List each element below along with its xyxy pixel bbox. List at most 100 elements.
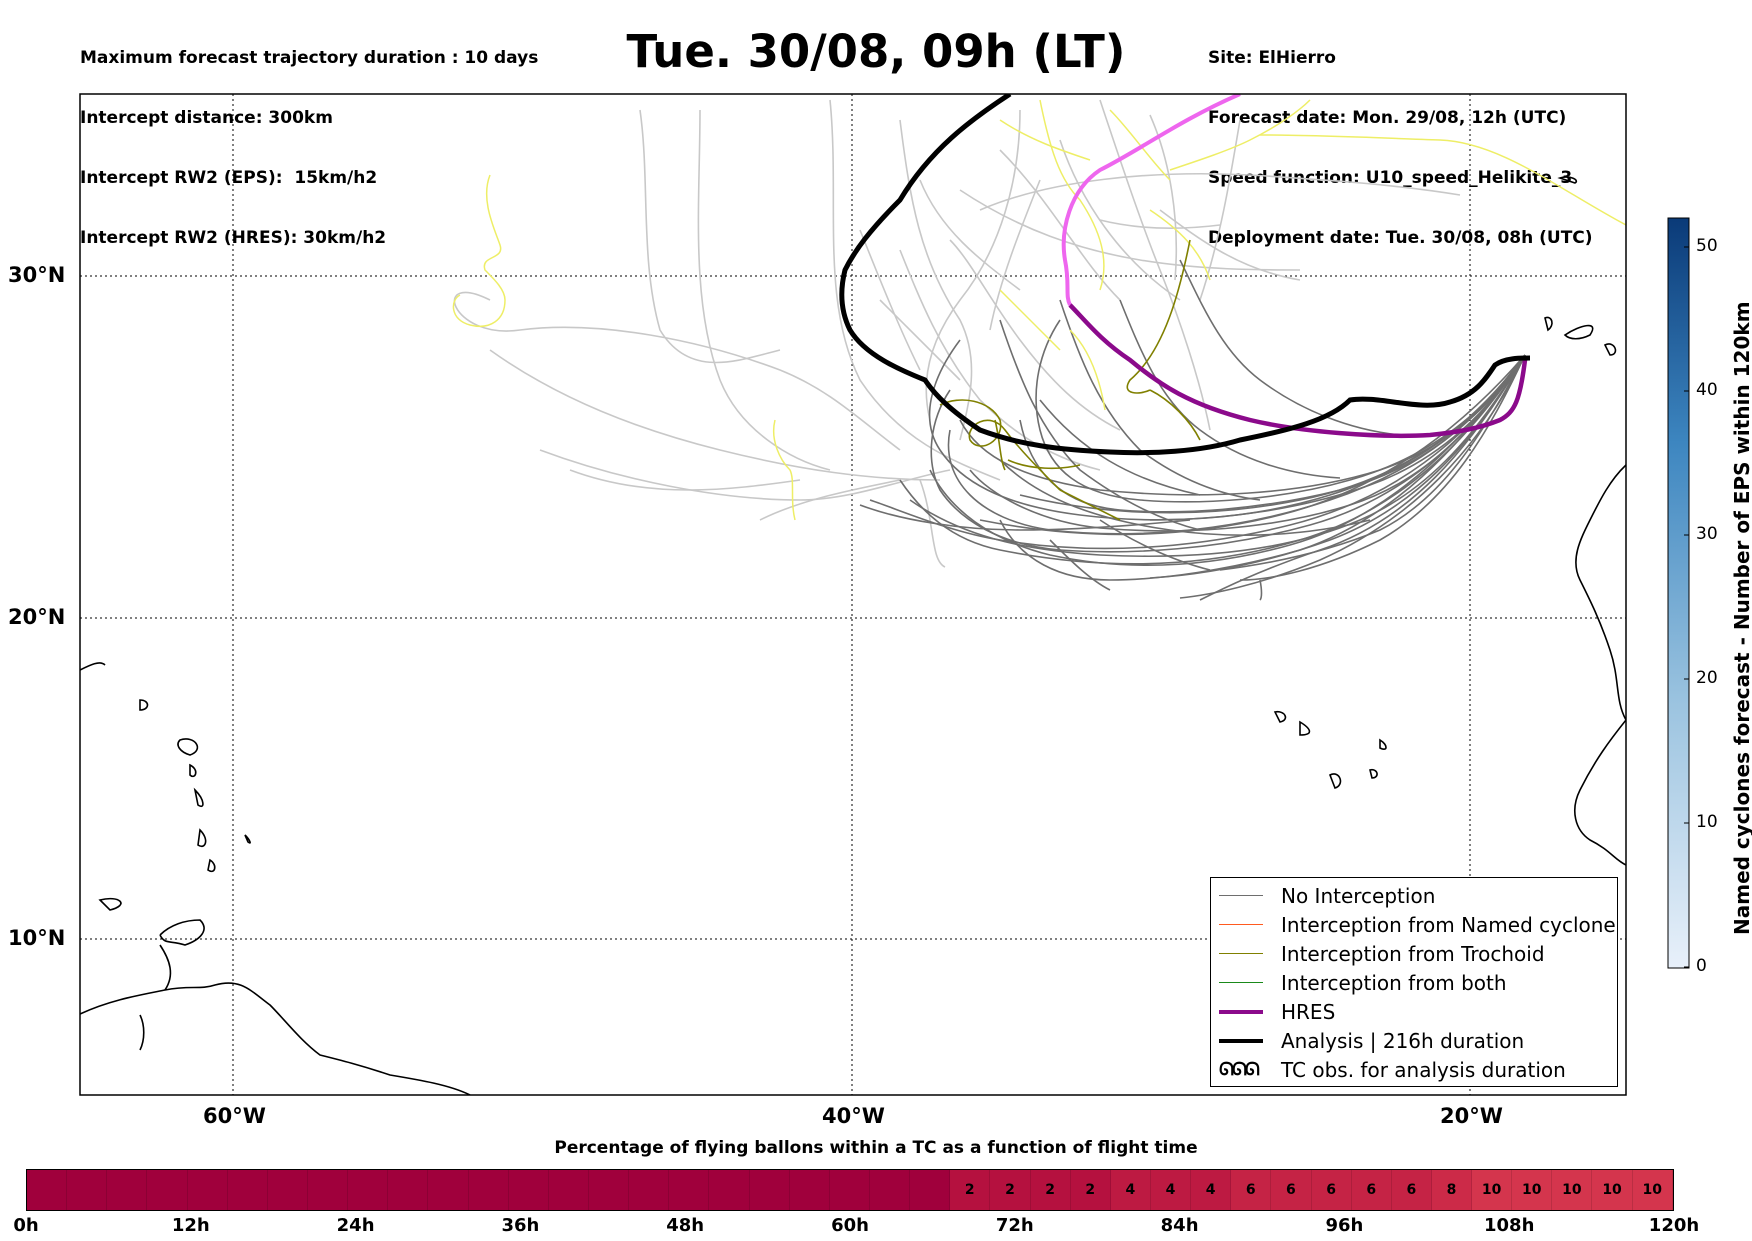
legend-item-no-interception: No Interception [1219,881,1435,910]
ensemble-trajectories-light [453,99,1461,568]
colorbar-tick-label: 10 [1696,812,1718,832]
percentage-cell: 2 [1070,1170,1111,1210]
percentage-cell [227,1170,268,1210]
cyclone-symbol-icon: ᘏᘏᘏ [1219,1059,1260,1080]
percentage-cell: 6 [1391,1170,1432,1210]
info-line: Speed function: U10_speed_Helikite_3 [1208,168,1573,188]
legend-swatch [1219,1038,1263,1043]
percentage-cell: 4 [1150,1170,1192,1210]
percentage-cell: 10 [1632,1170,1673,1210]
percentage-cell [27,1170,68,1210]
percentage-cell: 8 [1431,1170,1473,1210]
percentage-cell: 10 [1592,1170,1633,1210]
lat-label: 30°N [8,263,66,287]
percentage-bar: 2 2 2 2 4 4 4 6 6 6 6 6 8 10 10 10 10 10 [26,1169,1674,1211]
percentage-cell: 10 [1472,1170,1513,1210]
lat-label: 10°N [8,926,66,950]
percentage-cell: 6 [1351,1170,1392,1210]
legend-item-tc-obs: ᘏᘏᘏ TC obs. for analysis duration [1219,1055,1566,1084]
legend-swatch [1219,1009,1263,1014]
time-tick-label: 48h [666,1215,705,1236]
percentage-cell: 2 [990,1170,1031,1210]
percentage-cell [829,1170,870,1210]
legend-label: Interception from Trochoid [1281,941,1545,966]
ensemble-trajectories-no-interception [859,259,1526,601]
percentage-cell [508,1170,549,1210]
lon-label: 40°W [822,1104,885,1128]
trochoid-trajectories [939,239,1201,521]
yellow-trajectories [452,99,1626,521]
info-line: Deployment date: Tue. 30/08, 08h (UTC) [1208,228,1593,248]
legend-swatch [1219,982,1263,983]
time-tick-label: 36h [501,1215,540,1236]
percentage-cell [669,1170,710,1210]
map-frame [79,93,1627,1096]
legend-label: Interception from both [1281,970,1507,995]
percentage-cell [348,1170,389,1210]
percentage-cell [629,1170,670,1210]
legend-item-analysis: Analysis | 216h duration [1219,1026,1524,1055]
page-title: Tue. 30/08, 09h (LT) [626,25,1126,78]
hres-early-track [1061,94,1241,306]
map-legend: No Interception Interception from Named … [1210,877,1618,1087]
percentage-cell: 2 [1030,1170,1071,1210]
percentage-cell: 4 [1110,1170,1151,1210]
param-line: Intercept RW2 (EPS): 15km/h2 [80,168,378,188]
cyclone-colorbar [1667,217,1690,969]
percentage-cell [107,1170,148,1210]
legend-swatch [1219,953,1263,954]
legend-label: Interception from Named cyclone [1281,912,1616,937]
colorbar-tick-label: 30 [1696,524,1718,544]
percentage-cell [468,1170,509,1210]
legend-item-trochoid: Interception from Trochoid [1219,939,1545,968]
time-tick-label: 12h [171,1215,210,1236]
percentage-cell [388,1170,429,1210]
percentage-cell: 10 [1552,1170,1593,1210]
percentage-cell [307,1170,349,1210]
percentage-cell: 6 [1271,1170,1312,1210]
percentage-bar-title: Percentage of flying ballons within a TC… [554,1138,1198,1158]
percentage-cell: 6 [1311,1170,1352,1210]
param-line: Maximum forecast trajectory duration : 1… [80,48,539,68]
legend-label: TC obs. for analysis duration [1281,1057,1566,1082]
legend-label: No Interception [1281,883,1436,908]
time-tick-label: 0h [13,1215,39,1236]
time-tick-label: 60h [831,1215,869,1236]
legend-item-hres: HRES [1219,997,1335,1026]
legend-label: Analysis | 216h duration [1281,1028,1525,1053]
percentage-cell [267,1170,308,1210]
percentage-cell [749,1170,790,1210]
legend-label: HRES [1281,999,1336,1024]
site-info: Site: ElHierro Forecast date: Mon. 29/08… [1208,8,1593,268]
legend-swatch [1219,895,1263,896]
lon-label: 60°W [203,1104,266,1128]
time-tick-label: 24h [336,1215,375,1236]
legend-item-both: Interception from both [1219,968,1507,997]
percentage-cell [869,1170,911,1210]
lon-label: 20°W [1440,1104,1503,1128]
percentage-cell [910,1170,951,1210]
percentage-cell [588,1170,630,1210]
percentage-cell: 4 [1191,1170,1232,1210]
legend-swatch [1219,924,1263,925]
colorbar-tick-label: 0 [1696,956,1707,976]
legend-item-named-cyclone: Interception from Named cyclone [1219,910,1616,939]
analysis-track [839,94,1531,456]
colorbar-label: Named cyclones forecast - Number of EPS … [1730,301,1752,935]
percentage-cell [187,1170,228,1210]
lat-label: 20°N [8,605,66,629]
percentage-cell [428,1170,469,1210]
time-tick-label: 72h [995,1215,1034,1236]
percentage-cell: 10 [1512,1170,1553,1210]
coastlines [80,176,1626,1095]
time-tick-label: 108h [1483,1215,1535,1236]
hres-track [1068,303,1528,438]
info-line: Site: ElHierro [1208,48,1336,68]
time-tick-label: 96h [1325,1215,1364,1236]
param-line: Intercept RW2 (HRES): 30km/h2 [80,228,387,248]
percentage-cell [789,1170,830,1210]
info-line: Forecast date: Mon. 29/08, 12h (UTC) [1208,108,1567,128]
percentage-cell: 2 [950,1170,991,1210]
forecast-parameters: Maximum forecast trajectory duration : 1… [80,8,538,268]
